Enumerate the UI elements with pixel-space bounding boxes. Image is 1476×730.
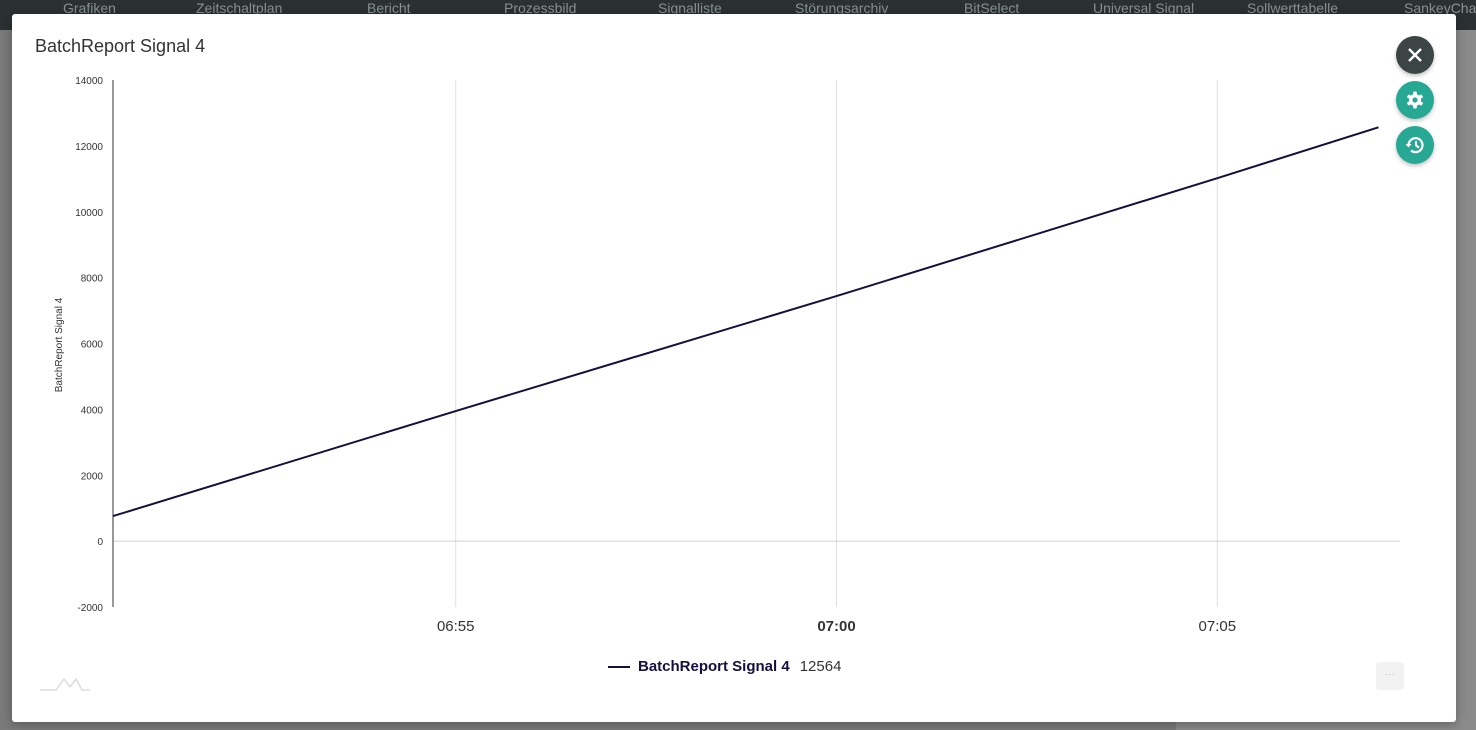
history-button[interactable] [1396, 126, 1434, 164]
chart-logo-icon [40, 677, 90, 691]
nav-item-sollwerttabelle[interactable]: Sollwerttabelle [1247, 0, 1339, 16]
chart-modal: BatchReport Signal 4 06:55 07:00 07:05 -200… [12, 14, 1456, 722]
nav-item-zeitschaltplan[interactable]: Zeitschaltplan [196, 0, 283, 16]
legend-series-value: 12564 [799, 658, 842, 675]
y-tick-label: -2000 [77, 603, 103, 614]
nav-item-prozessbild[interactable]: Prozessbild [504, 0, 577, 16]
close-button[interactable] [1396, 36, 1434, 74]
modal-title: BatchReport Signal 4 [35, 36, 206, 56]
y-tick-label: 12000 [75, 142, 103, 153]
x-tick-label: 07:05 [1199, 618, 1237, 635]
legend-swatch [608, 665, 630, 668]
x-tick-label: 07:00 [817, 618, 855, 635]
chart-menu-button[interactable]: ··· [1376, 662, 1404, 690]
y-tick-label: 10000 [75, 208, 103, 219]
history-icon [1405, 137, 1424, 154]
series-line [112, 126, 1379, 518]
y-tick-label: 8000 [81, 274, 104, 285]
nav-item-stoerungsarchiv[interactable]: Störungsarchiv [795, 0, 889, 16]
y-tick-label: 2000 [81, 471, 104, 482]
legend-series-name: BatchReport Signal 4 [638, 658, 790, 675]
settings-button[interactable] [1396, 81, 1434, 119]
y-tick-label: 0 [97, 537, 103, 548]
y-tick-label: 6000 [81, 340, 104, 351]
y-axis-label: BatchReport Signal 4 [54, 297, 65, 392]
chart-legend[interactable]: BatchReport Signal 4 12564 [608, 658, 841, 675]
nav-item-universal-signal[interactable]: Universal Signal [1093, 0, 1195, 16]
nav-item-bitselect[interactable]: BitSelect [964, 0, 1020, 16]
nav-item-bericht[interactable]: Bericht [367, 0, 411, 16]
y-tick-label: 4000 [81, 405, 104, 416]
x-tick-label: 06:55 [437, 618, 475, 635]
nav-item-grafiken[interactable]: Grafiken [63, 0, 116, 16]
gear-icon [1407, 91, 1423, 109]
y-tick-label: 14000 [75, 76, 103, 87]
line-chart: 06:55 07:00 07:05 -2000 0 2000 4000 6000 8000 100… [40, 76, 1400, 691]
nav-item-sankeychart[interactable]: SankeyChart [1404, 0, 1476, 16]
nav-item-signalliste[interactable]: Signalliste [658, 0, 722, 16]
close-icon [1408, 48, 1422, 62]
